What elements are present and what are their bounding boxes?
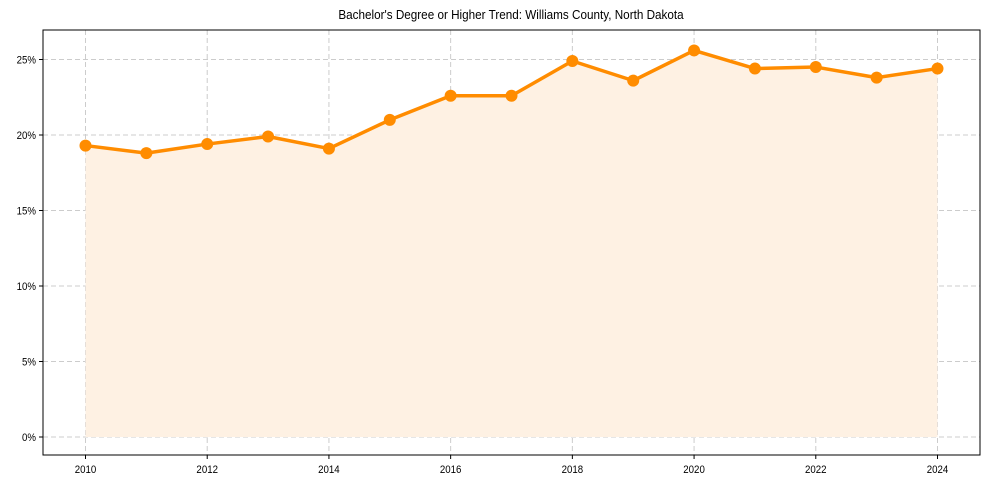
y-tick-label: 10% <box>17 282 36 294</box>
x-tick-label: 2010 <box>75 465 97 477</box>
y-tick-label: 5% <box>22 357 36 369</box>
x-tick-label: 2022 <box>805 465 827 477</box>
y-axis: 0% 5% 10% 15% 20% 25% <box>17 55 43 444</box>
x-tick-label: 2020 <box>683 465 705 477</box>
x-axis: 2010 2012 2014 2016 2018 2020 2022 2024 <box>75 455 949 477</box>
data-point <box>870 71 883 84</box>
data-point <box>262 130 275 143</box>
data-point <box>748 62 761 75</box>
data-point <box>201 138 214 151</box>
data-point <box>931 62 944 75</box>
x-tick-label: 2024 <box>927 465 949 477</box>
data-markers <box>79 44 944 160</box>
y-tick-label: 0% <box>22 433 36 445</box>
data-point <box>688 44 701 57</box>
data-point <box>505 89 518 102</box>
data-point <box>627 74 640 87</box>
y-tick-label: 25% <box>17 55 36 67</box>
plot-frame <box>42 29 981 456</box>
data-point <box>383 113 396 126</box>
data-point <box>79 139 92 152</box>
area-fill <box>85 50 938 437</box>
x-tick-label: 2018 <box>562 465 584 477</box>
y-tick-label: 15% <box>17 206 36 218</box>
x-tick-label: 2012 <box>196 465 218 477</box>
data-point <box>322 142 335 155</box>
y-tick-label: 20% <box>17 131 36 143</box>
data-point <box>140 147 153 160</box>
x-tick-label: 2016 <box>440 465 462 477</box>
x-tick-label: 2014 <box>318 465 340 477</box>
chart-title: Bachelor's Degree or Higher Trend: Willi… <box>338 7 684 22</box>
data-point <box>444 89 457 102</box>
data-point <box>566 55 579 68</box>
data-point <box>809 61 822 74</box>
